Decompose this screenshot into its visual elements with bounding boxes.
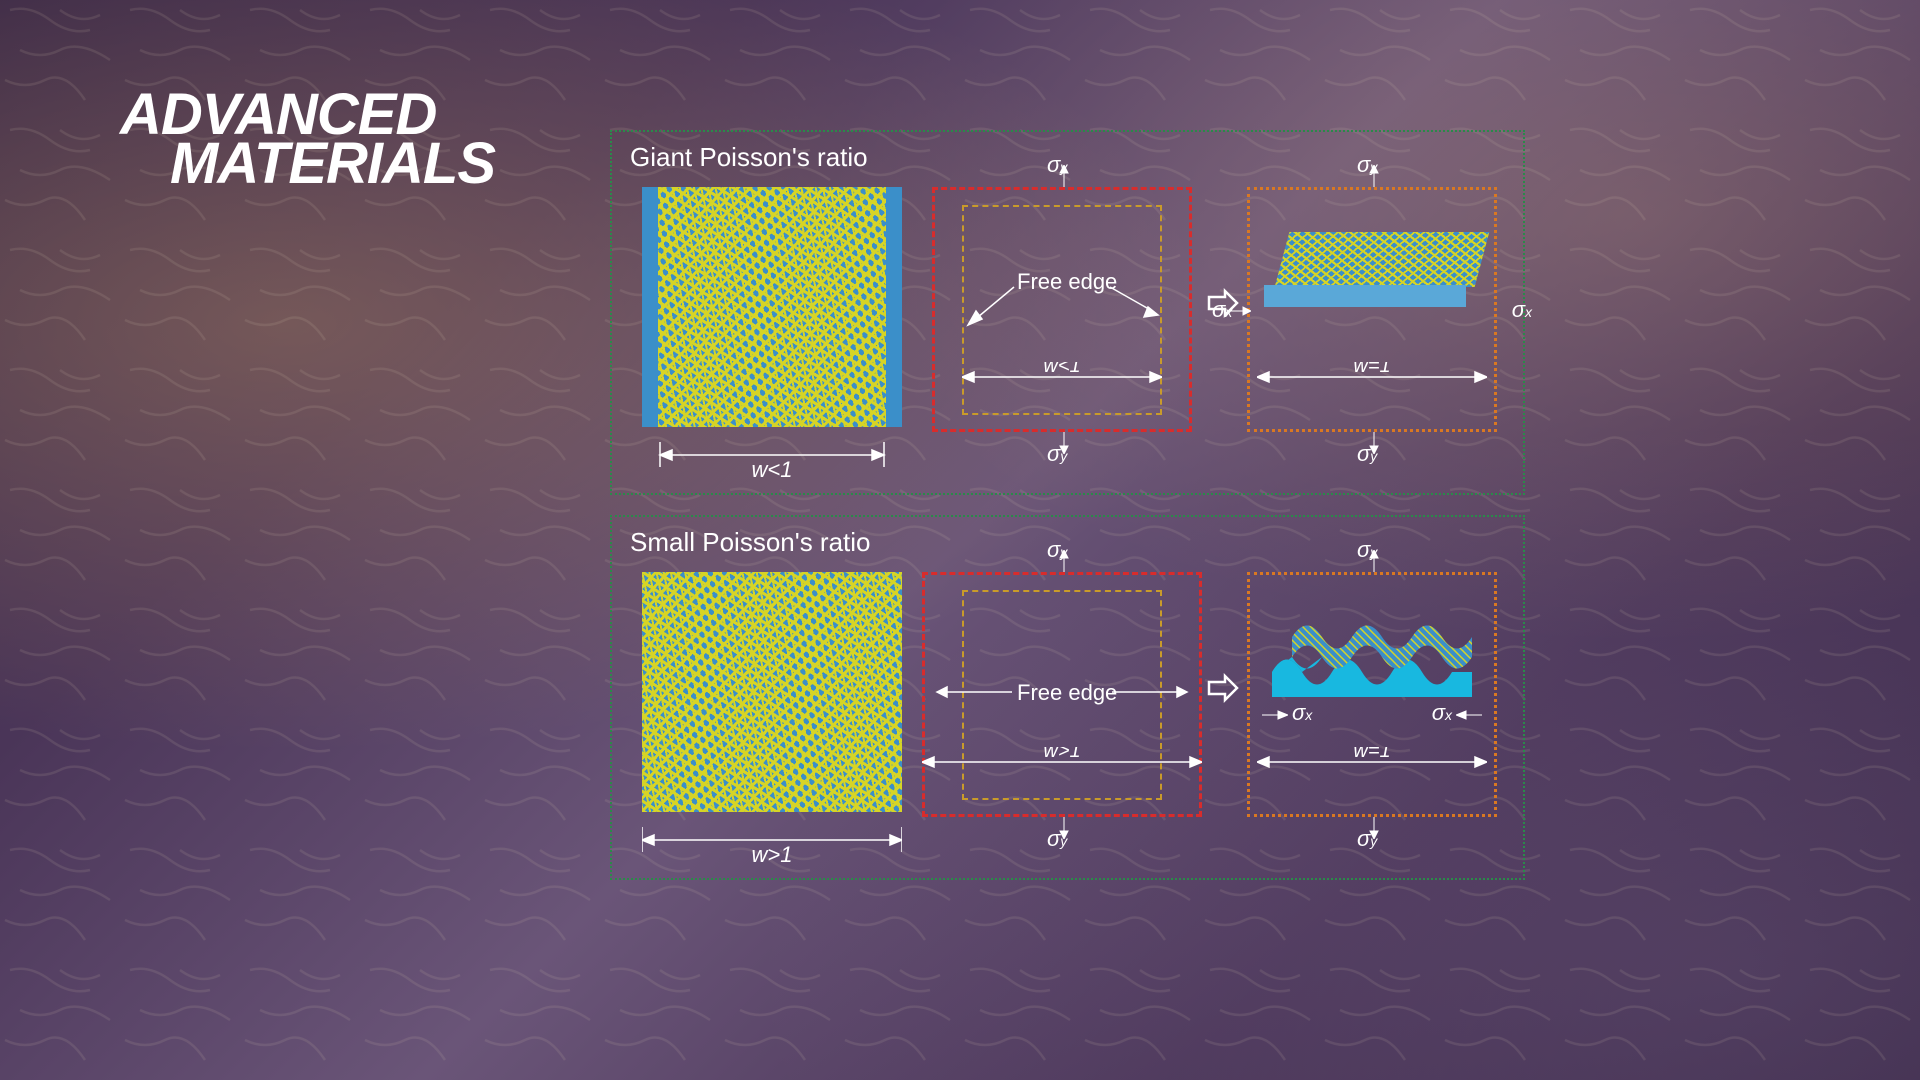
panel-title: Small Poisson's ratio [630, 527, 871, 558]
slab-front [1264, 285, 1466, 307]
inner-dim: w>1 [922, 747, 1202, 787]
result-dim: w=1 [1257, 747, 1487, 787]
sigma-x-label-r: σx [1512, 297, 1532, 323]
swatch-graphic [642, 572, 902, 812]
deformation-box: Free edge σy σy w>1 [932, 572, 1192, 817]
swatch-pattern [658, 187, 886, 427]
arrow-down [1368, 817, 1380, 839]
slab-top [1275, 232, 1490, 287]
result-box: σy σy σx σx w=1 [1247, 572, 1497, 817]
svg-text:w=1: w=1 [1353, 362, 1390, 377]
sigma-x-label-r: σx [1432, 700, 1452, 726]
arrow-in-l [1262, 709, 1288, 721]
sigma-y-arrow-up [1058, 165, 1070, 187]
svg-text:w=1: w=1 [1353, 747, 1390, 762]
svg-text:w>1: w>1 [1043, 747, 1080, 762]
corrugated-sheet [1262, 602, 1482, 712]
material-swatch: w>1 [642, 572, 912, 867]
flat-slab [1262, 232, 1482, 322]
arrow-down [1058, 817, 1070, 839]
inner-dim: w<1 [962, 362, 1162, 402]
logo-line-2: MATERIALS [120, 139, 495, 188]
result-dim: w=1 [1257, 362, 1487, 402]
svg-text:w<1: w<1 [752, 457, 793, 482]
dimension-arrow: w>1 [642, 822, 902, 867]
journal-logo: ADVANCED MATERIALS [120, 90, 495, 189]
transition-arrow [1207, 672, 1239, 711]
svg-text:w<1: w<1 [1043, 362, 1080, 377]
swatch-pattern [642, 572, 902, 812]
arrow-up [1368, 165, 1380, 187]
swatch-graphic [642, 187, 902, 427]
svg-text:w>1: w>1 [752, 842, 793, 867]
sigma-y-arrow-down [1058, 432, 1070, 454]
deformation-box: Free edge σy σy [932, 187, 1192, 432]
material-swatch: w<1 [642, 187, 912, 482]
arrow-up [1368, 550, 1380, 572]
dimension-arrow: w<1 [642, 437, 902, 482]
arrow-up [1058, 550, 1070, 572]
sigma-x-label-l: σx [1292, 700, 1312, 726]
panel-title: Giant Poisson's ratio [630, 142, 868, 173]
arrow-down [1368, 432, 1380, 454]
transition-arrow [1207, 287, 1239, 326]
result-box: σy σy σx σx w=1 [1247, 187, 1497, 432]
figure-container: Giant Poisson's ratio w<1 Free edge [610, 130, 1525, 900]
panel-small-poisson: Small Poisson's ratio w>1 Free edge [610, 515, 1525, 880]
arrow-in-r [1456, 709, 1482, 721]
panel-giant-poisson: Giant Poisson's ratio w<1 Free edge [610, 130, 1525, 495]
